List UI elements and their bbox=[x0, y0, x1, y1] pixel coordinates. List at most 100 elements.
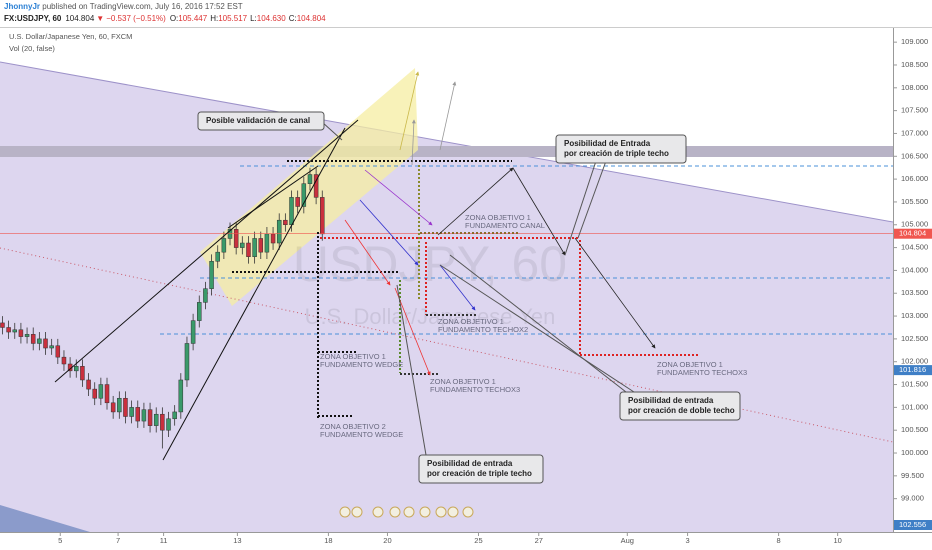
high: 105.517 bbox=[218, 14, 247, 23]
y-tick-label: 107.000 bbox=[901, 128, 928, 137]
event-icon bbox=[462, 506, 474, 518]
callout-pointer bbox=[396, 284, 427, 456]
candle-body bbox=[313, 174, 319, 198]
arrow bbox=[364, 169, 433, 226]
candle-body bbox=[178, 379, 184, 413]
y-tick-label: 109.000 bbox=[901, 37, 928, 46]
callout-text: por creación de doble techo bbox=[628, 406, 735, 415]
candle-body bbox=[98, 384, 104, 399]
candle-body bbox=[104, 384, 110, 404]
candle-body bbox=[184, 343, 190, 381]
candle-body bbox=[30, 334, 36, 344]
candle-body bbox=[209, 261, 214, 289]
y-tick-label: 100.000 bbox=[901, 448, 928, 457]
y-tick-label: 99.000 bbox=[901, 494, 924, 503]
plot: USDJPY, 60 U.S. Dollar/Japanese Yen bbox=[0, 32, 893, 532]
callout-text: Posible validación de canal bbox=[206, 116, 310, 125]
chart-title: U.S. Dollar/Japanese Yen, 60, FXCM bbox=[9, 32, 132, 41]
price-label: 104.804 bbox=[899, 229, 926, 238]
candle-body bbox=[264, 233, 270, 253]
arrow bbox=[394, 287, 431, 376]
callout-pointer bbox=[439, 264, 635, 393]
y-tick-label: 106.000 bbox=[901, 174, 928, 183]
candle-body bbox=[117, 397, 122, 413]
arrow bbox=[439, 264, 476, 311]
candle-body bbox=[141, 409, 147, 422]
candle-body bbox=[18, 329, 24, 337]
l-label: L: bbox=[250, 14, 257, 23]
zone-label: FUNDAMENTO WEDGE bbox=[320, 360, 403, 369]
x-tick-label: 18 bbox=[324, 536, 332, 545]
candle-body bbox=[80, 366, 85, 381]
arrow bbox=[439, 81, 457, 151]
y-tick-label: 106.500 bbox=[901, 151, 928, 160]
symbol: FX:USDJPY, 60 bbox=[4, 14, 62, 23]
trend-dotted bbox=[0, 247, 893, 443]
callout-text: Posibilidad de Entrada bbox=[564, 139, 651, 148]
o-label: O: bbox=[170, 14, 178, 23]
candle-body bbox=[320, 197, 325, 235]
zone-label: ZONA OBJETIVO 2 bbox=[320, 422, 386, 431]
price-label: 101.816 bbox=[899, 365, 926, 374]
event-icon bbox=[351, 506, 363, 518]
arrow: ▼ bbox=[96, 14, 104, 23]
callout-text: por creación de triple techo bbox=[564, 149, 669, 158]
y-tick-label: 105.500 bbox=[901, 197, 928, 206]
axes: 99.000 99.500 100.000 100.500 101.000 101.500… bbox=[58, 37, 932, 545]
low: 104.630 bbox=[257, 14, 286, 23]
published: published on TradingView.com, July 16, 2… bbox=[40, 2, 243, 11]
y-tick-label: 101.500 bbox=[901, 380, 928, 389]
drawings bbox=[54, 71, 700, 518]
candle-body bbox=[110, 402, 116, 413]
change: −0.537 (−0.51%) bbox=[106, 14, 166, 23]
h-label: H: bbox=[210, 14, 218, 23]
candle-body bbox=[190, 320, 196, 344]
callout-box bbox=[555, 134, 687, 164]
close: 104.804 bbox=[297, 14, 326, 23]
event-icons bbox=[339, 506, 474, 518]
candle-body bbox=[215, 251, 220, 262]
y-tick-label: 108.500 bbox=[901, 60, 928, 69]
published-line: JhonnyJr published on TradingView.com, J… bbox=[4, 2, 243, 11]
author[interactable]: JhonnyJr bbox=[4, 2, 40, 11]
quote-line: FX:USDJPY, 60 104.804 ▼ −0.537 (−0.51%) O:10… bbox=[4, 14, 326, 23]
y-tick-label: 107.500 bbox=[901, 106, 928, 115]
zone-label: FUNDAMENTO TECHOX3 bbox=[657, 368, 747, 377]
candle-body bbox=[37, 338, 42, 344]
zone-label: ZONA OBJETIVO 1 bbox=[657, 360, 723, 369]
wedge-line bbox=[54, 119, 359, 383]
callout-text: por creación de triple techo bbox=[427, 469, 532, 478]
candle-body bbox=[6, 327, 11, 333]
zone-label: FUNDAMENTO CANAL bbox=[465, 221, 545, 230]
x-tick-label: 8 bbox=[777, 536, 781, 545]
event-icon bbox=[372, 506, 384, 518]
candle-body bbox=[258, 238, 264, 253]
candle-body bbox=[289, 197, 294, 226]
last: 104.804 bbox=[65, 14, 94, 23]
volume-label: 102.556 bbox=[899, 520, 926, 529]
price-axis bbox=[893, 28, 932, 532]
watermark: USDJPY, 60 bbox=[293, 236, 567, 292]
volume-area bbox=[0, 505, 90, 532]
y-tick-label: 101.000 bbox=[901, 402, 928, 411]
candle-body bbox=[276, 219, 282, 244]
candle-body bbox=[283, 219, 288, 226]
candle-body bbox=[12, 329, 18, 333]
y-tick-label: 102.000 bbox=[901, 357, 928, 366]
x-tick-label: 27 bbox=[535, 536, 543, 545]
candle-body bbox=[74, 366, 79, 372]
x-tick-label: 20 bbox=[383, 536, 391, 545]
open: 105.447 bbox=[178, 14, 207, 23]
y-tick-label: 105.000 bbox=[901, 220, 928, 229]
event-icon bbox=[419, 506, 431, 518]
candle-body bbox=[197, 302, 202, 321]
y-tick-label: 104.500 bbox=[901, 243, 928, 252]
arrow bbox=[359, 199, 419, 266]
price-label-box bbox=[894, 365, 932, 376]
arrow bbox=[344, 219, 391, 286]
watermark-sub: U.S. Dollar/Japanese Yen bbox=[305, 304, 556, 329]
candle-body bbox=[307, 174, 313, 184]
c-label: C: bbox=[289, 14, 297, 23]
zone-label: FUNDAMENTO TECHOX3 bbox=[430, 385, 520, 394]
